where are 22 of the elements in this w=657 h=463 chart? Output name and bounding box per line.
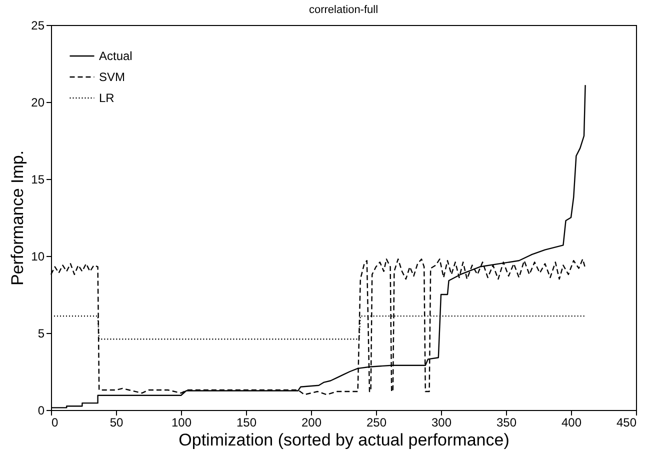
y-tick-label: 15 — [31, 172, 45, 186]
legend-label: LR — [99, 91, 115, 105]
x-tick-label: 350 — [496, 416, 517, 430]
y-tick-label: 5 — [38, 326, 45, 340]
legend-label: SVM — [99, 70, 126, 84]
legend-label: Actual — [99, 49, 132, 63]
y-tick-label: 10 — [31, 250, 45, 264]
x-tick-label: 250 — [366, 416, 387, 430]
x-tick-label: 200 — [301, 416, 322, 430]
x-tick-label: 150 — [236, 416, 257, 430]
y-tick-label: 0 — [38, 404, 45, 418]
x-tick-label: 300 — [431, 416, 452, 430]
x-tick-label: 50 — [110, 416, 124, 430]
x-axis-title: Optimization (sorted by actual performance) — [178, 430, 510, 450]
x-tick-label: 100 — [171, 416, 192, 430]
y-axis-title: Performance Imp. — [8, 150, 28, 286]
chart-title: correlation-full — [308, 4, 378, 16]
y-tick-label: 25 — [31, 18, 45, 32]
x-tick-label: 0 — [52, 416, 58, 430]
x-tick-label: 450 — [616, 416, 637, 430]
y-tick-label: 20 — [31, 96, 45, 110]
x-tick-label: 400 — [561, 416, 582, 430]
